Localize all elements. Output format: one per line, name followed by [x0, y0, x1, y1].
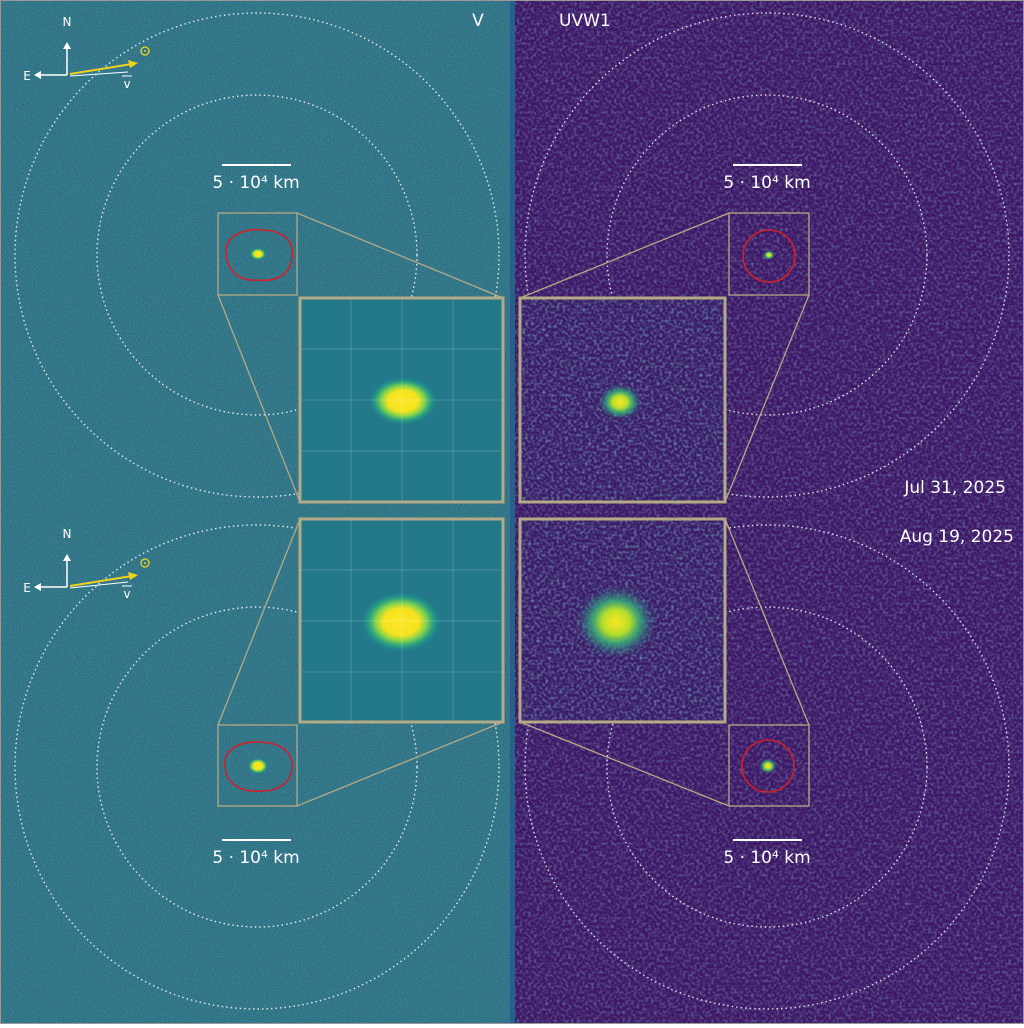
ring	[524, 524, 1010, 1010]
velocity-label: v	[123, 587, 130, 601]
divider	[510, 0, 515, 1024]
ring	[524, 12, 1010, 498]
connector	[296, 721, 504, 807]
arrow-head	[128, 572, 138, 580]
scale-bar-label: 5 · 10⁴ km	[723, 848, 810, 868]
nucleus	[763, 250, 775, 260]
filter-label: UVW1	[559, 11, 611, 31]
ring	[96, 606, 418, 928]
zoom-panels	[298, 296, 727, 724]
sun-symbol	[140, 46, 150, 56]
date-label: Aug 19, 2025	[900, 527, 1014, 547]
connector	[519, 721, 730, 807]
inset-box	[728, 212, 810, 296]
nucleus	[248, 758, 268, 774]
nucleus	[759, 758, 777, 774]
rings	[14, 12, 1010, 1010]
inset-box	[217, 212, 298, 296]
compass: N E v	[23, 527, 150, 601]
connector	[296, 212, 504, 299]
contour	[741, 739, 795, 793]
arrow-head	[34, 71, 41, 79]
uvw1-noise	[512, 0, 1024, 1024]
arrow-head	[63, 554, 71, 561]
contour	[224, 741, 293, 792]
sun-symbol-dot	[144, 50, 146, 52]
velocity-label: v	[123, 77, 130, 91]
contour	[225, 228, 293, 282]
scale-bars: 5 · 10⁴ km 5 · 10⁴ km 5 · 10⁴ km 5 · 10⁴…	[212, 164, 811, 868]
ring	[14, 524, 500, 1010]
nucleus-zoom	[369, 377, 437, 425]
ring	[606, 94, 928, 416]
zoom-frame	[298, 517, 505, 724]
arrow-head	[128, 60, 138, 68]
nucleus	[250, 248, 266, 260]
east-label: E	[23, 69, 31, 83]
connector	[217, 294, 301, 503]
connector	[519, 212, 730, 299]
filter-label: V	[472, 11, 484, 31]
zoom-frame	[518, 296, 727, 504]
velocity-arrow	[69, 71, 129, 77]
sun-symbol	[140, 558, 150, 568]
ring	[14, 12, 500, 498]
zoom-frame	[298, 296, 505, 504]
date-label: Jul 31, 2025	[903, 478, 1006, 498]
inset-box	[728, 724, 810, 807]
compass: N E v	[23, 15, 150, 91]
scale-bar-label: 5 · 10⁴ km	[212, 173, 299, 193]
nucleus-zoom	[576, 586, 656, 658]
insets	[217, 212, 810, 807]
scale-bar-label: 5 · 10⁴ km	[723, 173, 810, 193]
connector	[724, 518, 810, 726]
east-label: E	[23, 581, 31, 595]
contour	[742, 229, 796, 283]
connector	[217, 518, 301, 726]
nucleus-zoom	[361, 592, 441, 652]
zoom-grid	[300, 298, 503, 722]
connector	[724, 294, 810, 503]
inset-box	[217, 724, 298, 807]
nucleus-zoom	[598, 384, 642, 420]
v-noise	[0, 0, 512, 1024]
sun-arrow	[69, 63, 133, 75]
connectors	[217, 212, 810, 807]
north-label: N	[63, 527, 72, 541]
ring	[606, 606, 928, 928]
arrow-head	[63, 42, 71, 49]
zoom-frame	[518, 517, 727, 724]
ring	[96, 94, 418, 416]
velocity-arrow	[69, 581, 129, 589]
sun-symbol-dot	[144, 562, 146, 564]
scale-bar-label: 5 · 10⁴ km	[212, 848, 299, 868]
north-label: N	[63, 15, 72, 29]
arrow-head	[34, 583, 41, 591]
sun-arrow	[69, 575, 133, 587]
